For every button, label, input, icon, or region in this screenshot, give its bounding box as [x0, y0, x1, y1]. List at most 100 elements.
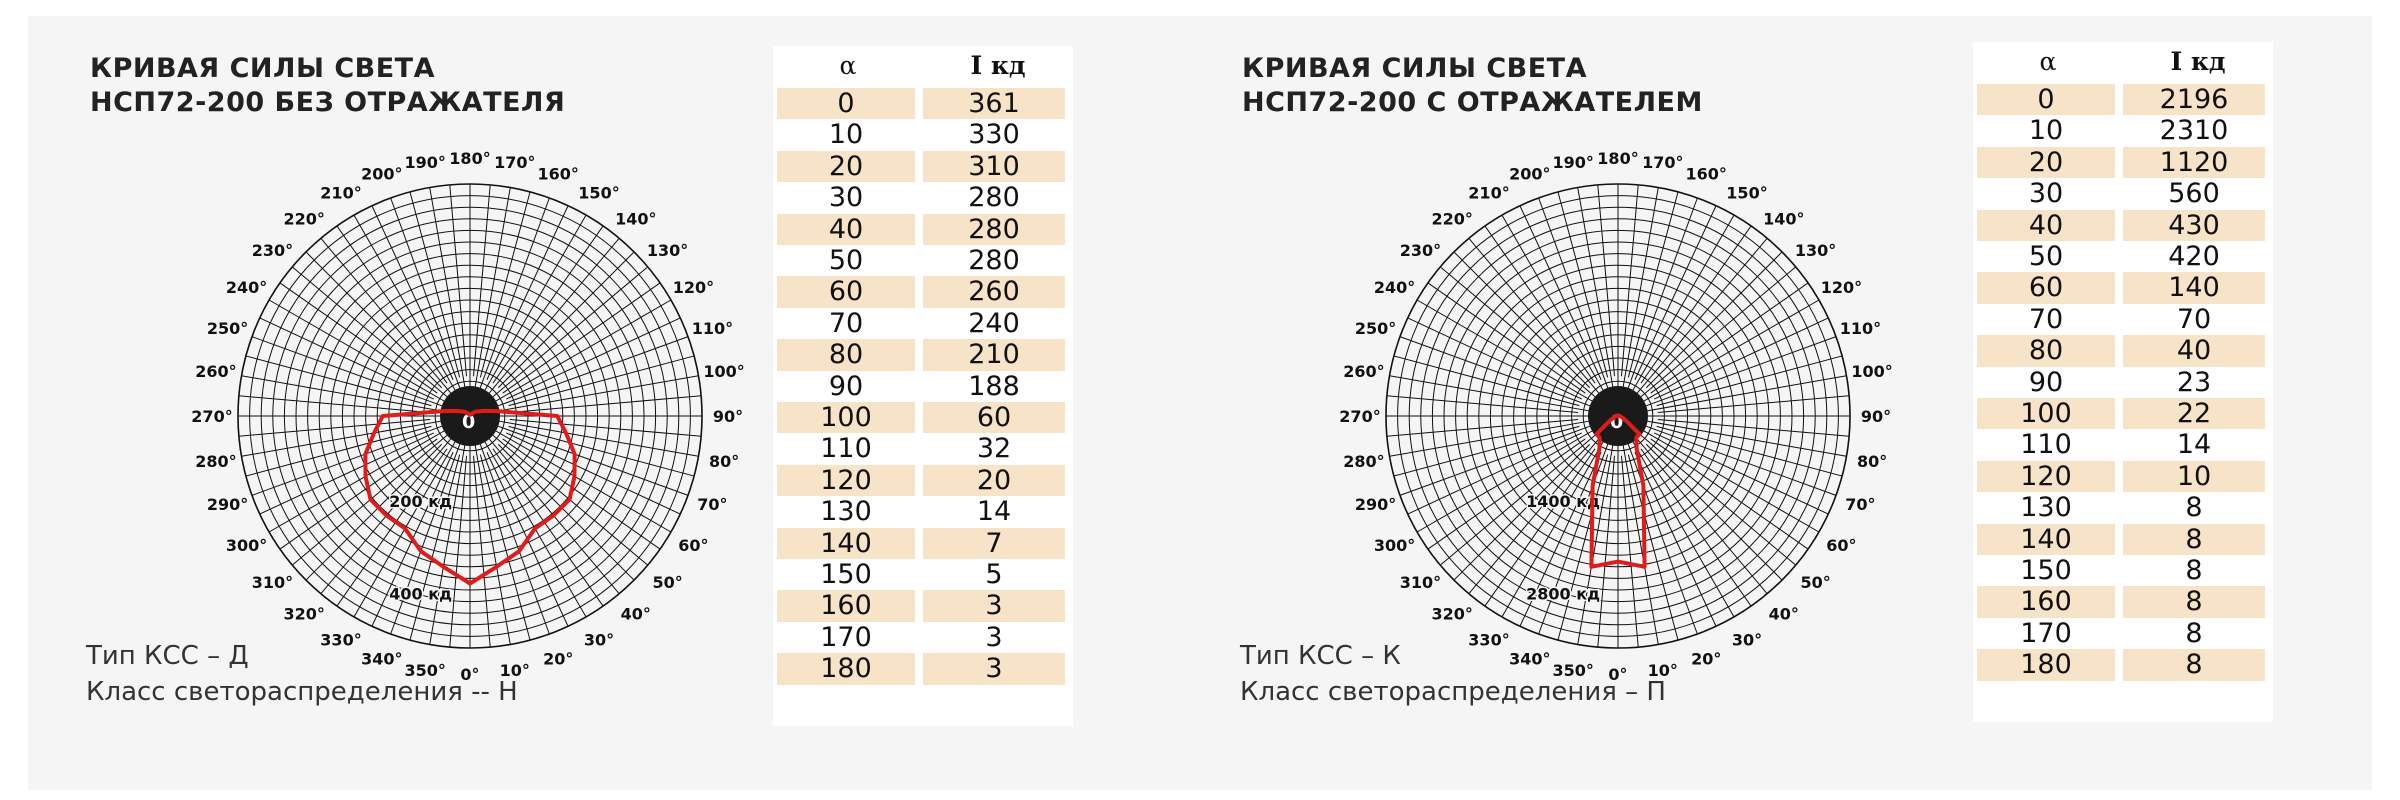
angle-label: 170° [494, 153, 535, 172]
angle-label: 350° [404, 661, 445, 680]
table-row: 130 14 [773, 496, 1073, 527]
grid-spoke [1538, 428, 1614, 635]
alpha-cell: 80 [1977, 335, 2115, 367]
grid-spoke [268, 422, 459, 533]
alpha-cell: 70 [2028, 303, 2064, 335]
polar-chart-1: 0 0° 10° 20° 30° 40°50° 60° 70° 80° 90° 100° 110° 12… [191, 149, 745, 684]
grid-spoke [1389, 375, 1605, 415]
grid-spoke [390, 428, 466, 635]
angle-label: 120° [1821, 278, 1862, 297]
table-row: 0 2196 [1973, 84, 2273, 116]
angle-label: 90° [713, 407, 743, 426]
grid-spoke [480, 424, 649, 566]
alpha-cell: 40 [777, 213, 915, 245]
angle-label: 10° [1648, 661, 1678, 680]
angle-label: 230° [252, 241, 293, 260]
grid-spoke [429, 429, 469, 645]
grid-spoke [1468, 426, 1610, 595]
angle-label: 190° [1552, 153, 1593, 172]
grid-spoke [1557, 454, 1609, 641]
angle-label: 210° [1468, 184, 1509, 203]
intensity-cell: 188 [968, 370, 1020, 402]
angle-label: 330° [320, 630, 361, 649]
angle-label: 40° [1769, 605, 1799, 624]
grid-spoke [305, 443, 443, 581]
intensity-cell: 8 [2185, 617, 2203, 649]
grid-spoke [479, 454, 531, 641]
angle-label: 300° [1374, 536, 1415, 555]
grid-spoke [1386, 418, 1579, 437]
intensity-cell: 70 [2176, 303, 2212, 335]
table-row: 10 330 [773, 119, 1073, 150]
angle-label: 240° [226, 278, 267, 297]
table-row: 140 8 [1973, 523, 2273, 555]
angle-label: 50° [1800, 573, 1830, 592]
grid-spoke [1619, 429, 1659, 645]
grid-spoke [353, 214, 464, 405]
grid-spoke [238, 395, 431, 414]
table-row: 80 210 [773, 339, 1073, 371]
intensity-curve [1589, 413, 1647, 569]
grid-spoke [259, 317, 434, 400]
grid-spoke [1627, 454, 1679, 641]
angle-label: 200° [361, 165, 402, 184]
grid-spoke [1393, 425, 1580, 477]
table-row: 170 3 [773, 622, 1073, 653]
grid-spoke [508, 425, 695, 477]
grid-spoke [259, 432, 434, 515]
table-row: 120 10 [1973, 460, 2273, 493]
grid-spoke [1630, 336, 1837, 412]
table-header-alpha: α [839, 51, 857, 80]
grid-spoke [1654, 317, 1829, 400]
grid-spoke [409, 454, 461, 641]
chart-2-type-line: Тип КСС – К [1240, 641, 1401, 671]
chart-1-title: КРИВАЯ СИЛЫ СВЕТА НСП72-200 БЕЗ ОТРАЖАТЕ… [90, 52, 565, 120]
angle-label: 280° [1343, 452, 1384, 471]
intensity-cell: 20 [923, 464, 1065, 497]
angle-label: 110° [1840, 319, 1881, 338]
intensity-cell: 361 [923, 88, 1065, 120]
alpha-cell: 20 [777, 150, 915, 183]
intensity-cell: 280 [968, 182, 1020, 214]
intensity-cell: 420 [2168, 241, 2220, 272]
angle-label: 160° [1685, 165, 1726, 184]
grid-spoke [481, 299, 672, 410]
angle-label: 170° [1642, 153, 1683, 172]
grid-spoke [241, 375, 457, 415]
grid-spoke [305, 251, 443, 389]
grid-spoke [476, 214, 587, 405]
ring-value-label: 2800 кд [1526, 585, 1600, 604]
alpha-cell: 10 [2028, 115, 2064, 147]
grid-spoke [1577, 187, 1617, 403]
grid-spoke [1626, 426, 1768, 595]
grid-spoke [1634, 205, 1717, 380]
grid-spoke [320, 237, 462, 406]
table-row: 120 20 [773, 464, 1073, 497]
alpha-cell: 170 [2020, 617, 2072, 649]
grid-spoke [1628, 266, 1797, 408]
angle-label: 20° [1691, 649, 1721, 668]
alpha-cell: 90 [2028, 366, 2064, 398]
grid-spoke [449, 184, 468, 377]
angle-label: 130° [1795, 241, 1836, 260]
grid-spoke [1386, 395, 1579, 414]
table-row: 100 60 [773, 402, 1073, 434]
grid-spoke [1407, 317, 1582, 400]
grid-spoke [1501, 214, 1612, 405]
alpha-cell: 50 [2028, 241, 2064, 272]
intensity-cell: 310 [923, 150, 1065, 183]
grid-spoke [320, 426, 462, 595]
intensity-cell: 32 [976, 433, 1012, 465]
grid-spoke [1650, 438, 1809, 550]
intensity-cell: 330 [968, 119, 1020, 151]
intensity-cell: 2310 [2159, 115, 2229, 147]
ring-value-label: 1400 кд [1526, 492, 1600, 511]
grid-spoke [1634, 452, 1717, 627]
grid-spoke [472, 184, 491, 377]
angle-label: 260° [195, 362, 236, 381]
angle-label: 250° [207, 319, 248, 338]
intensity-cell: 8 [2185, 555, 2203, 586]
grid-spoke [1538, 197, 1614, 404]
angle-label: 310° [252, 573, 293, 592]
